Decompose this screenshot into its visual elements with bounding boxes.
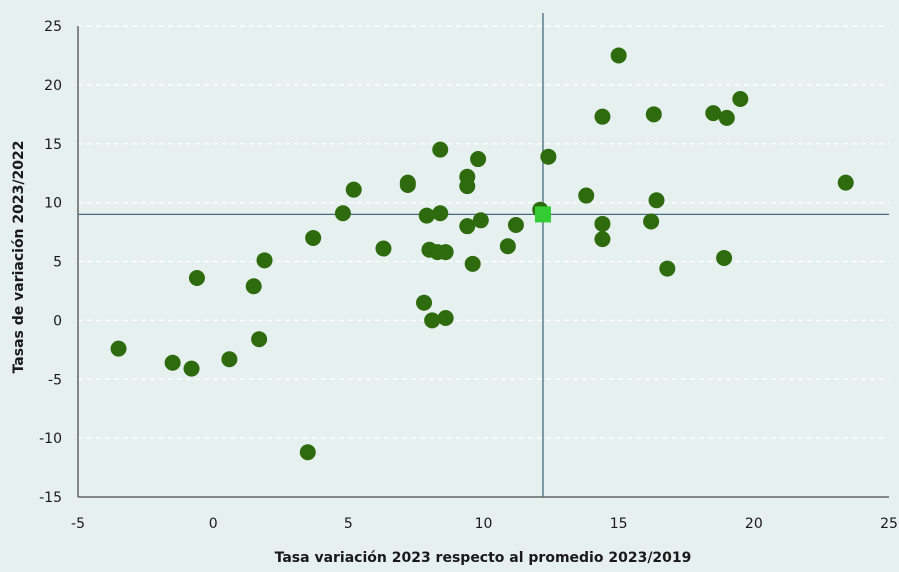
x-tick-label: 0 <box>209 516 218 532</box>
data-point <box>418 207 435 224</box>
data-point <box>718 109 735 126</box>
data-point <box>732 91 749 108</box>
x-axis-title: Tasa variación 2023 respecto al promedio… <box>275 550 692 566</box>
data-point <box>299 444 316 461</box>
highlight-point <box>534 206 551 223</box>
x-tick-label: 15 <box>610 516 628 532</box>
data-point <box>470 151 487 168</box>
data-point <box>645 106 662 123</box>
data-point <box>837 174 854 191</box>
gridlines <box>78 25 889 439</box>
data-point <box>245 278 262 295</box>
data-point <box>578 187 595 204</box>
data-point <box>610 47 627 64</box>
y-tick-label: 0 <box>53 313 62 329</box>
x-tick-label: -5 <box>71 516 85 532</box>
y-tick-label: 10 <box>44 196 62 212</box>
data-point <box>432 205 449 222</box>
data-points <box>110 47 854 461</box>
data-point <box>110 340 127 357</box>
reference-lines <box>78 13 889 497</box>
data-point <box>375 240 392 257</box>
data-point <box>183 360 200 377</box>
data-point <box>399 176 416 193</box>
data-point <box>437 244 454 261</box>
y-tick-label: 20 <box>44 78 62 94</box>
x-tick-label: 10 <box>475 516 493 532</box>
data-point <box>459 178 476 195</box>
data-point <box>540 148 557 165</box>
y-axis-title: Tasas de variación 2023/2022 <box>11 141 27 374</box>
data-point <box>251 331 268 348</box>
data-point <box>472 212 489 229</box>
y-tick-label: -10 <box>39 431 62 447</box>
data-point <box>648 192 665 209</box>
data-point <box>659 260 676 277</box>
x-tick-label: 5 <box>344 516 353 532</box>
data-point <box>594 215 611 232</box>
data-point <box>164 354 181 371</box>
data-point <box>432 141 449 158</box>
data-point <box>643 213 660 230</box>
data-point <box>416 294 433 311</box>
y-tick-label: 25 <box>44 19 62 35</box>
x-tick-label: 25 <box>880 516 898 532</box>
data-point <box>188 269 205 286</box>
y-tick-label: -15 <box>39 490 62 506</box>
data-point <box>305 229 322 246</box>
data-point <box>221 351 238 368</box>
data-point <box>705 105 722 122</box>
data-point <box>594 108 611 125</box>
x-tick-label: 20 <box>745 516 763 532</box>
data-point <box>334 205 351 222</box>
axes <box>77 26 889 498</box>
data-point <box>464 255 481 272</box>
data-point <box>594 231 611 248</box>
y-tick-label: -5 <box>48 372 62 388</box>
y-tick-label: 5 <box>53 255 62 271</box>
data-point <box>499 238 516 255</box>
data-point <box>424 312 441 329</box>
tick-labels: -15 -10 -5 0 5 10 15 20 25 -5 0 5 10 15 20 25 <box>39 19 898 532</box>
data-point <box>437 310 454 327</box>
data-point <box>459 218 476 235</box>
data-point <box>507 216 524 233</box>
data-point <box>256 252 273 269</box>
data-point <box>345 181 362 198</box>
data-point <box>716 249 733 266</box>
y-tick-label: 15 <box>44 137 62 153</box>
